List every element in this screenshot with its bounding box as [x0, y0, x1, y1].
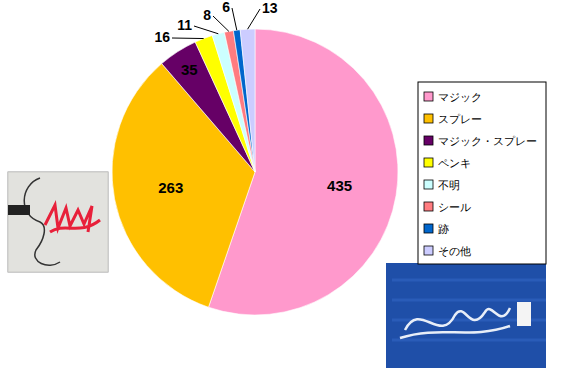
legend-swatch — [424, 92, 433, 101]
photo-graffiti — [400, 308, 510, 338]
photo — [386, 263, 546, 368]
legend-label: マジック — [438, 91, 482, 104]
legend-box — [418, 82, 546, 264]
pie — [112, 29, 398, 315]
legend-swatch — [424, 158, 433, 167]
photo-frame — [386, 263, 546, 368]
legend-swatch — [424, 246, 433, 255]
legend-swatch — [424, 136, 433, 145]
photo-outline — [24, 178, 60, 265]
legend-label: ペンキ — [438, 157, 471, 170]
legend-label: スプレー — [438, 113, 482, 126]
data-label: 35 — [181, 61, 198, 78]
data-label: 8 — [203, 7, 211, 23]
leader-line — [172, 38, 204, 40]
data-label: 263 — [158, 179, 183, 196]
legend-swatch — [424, 114, 433, 123]
chart: 435 263 35 16 11 86 13 マジックスプレーマジック・スプレーペンキ不明シー… — [0, 0, 563, 371]
data-labels: 435 263 35 16 11 86 13 — [154, 0, 352, 196]
data-label: 6 — [222, 0, 230, 15]
legend-swatch — [424, 224, 433, 233]
photo-texture — [392, 280, 546, 340]
legend-label: シール — [438, 201, 471, 214]
leader-line — [213, 16, 229, 31]
legend-label: 跡 — [438, 223, 449, 236]
legend-swatch — [424, 180, 433, 189]
leader-line — [232, 8, 237, 30]
data-label: 16 — [154, 29, 170, 45]
page: {"chart_data": {"type": "pie", "categori… — [0, 0, 563, 371]
leader-line — [194, 26, 218, 34]
leader-line — [248, 9, 260, 29]
legend-swatch — [424, 202, 433, 211]
photo-graffiti — [45, 205, 100, 232]
data-label: 435 — [327, 177, 352, 194]
pie-slice — [240, 29, 255, 172]
legend: マジックスプレーマジック・スプレーペンキ不明シール跡その他 — [418, 82, 546, 264]
data-label: 13 — [262, 0, 278, 16]
photo-wall — [8, 172, 108, 272]
legend-label: その他 — [438, 245, 471, 258]
photo-frame — [8, 172, 108, 272]
pie-slice — [233, 30, 255, 172]
legend-label: マジック・スプレー — [438, 135, 537, 148]
data-label: 11 — [177, 17, 192, 33]
photo — [8, 172, 108, 272]
legend-label: 不明 — [438, 179, 460, 192]
photo-marker — [517, 302, 531, 326]
photo-marker — [8, 205, 30, 215]
